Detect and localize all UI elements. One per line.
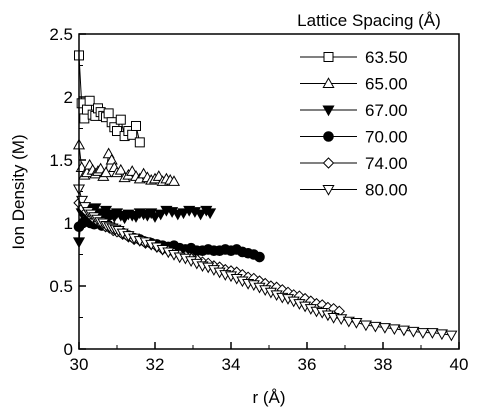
legend-marker	[322, 157, 335, 169]
x-tick-label: 34	[222, 355, 241, 374]
y-tick-label: 2	[64, 88, 73, 107]
data-point	[407, 326, 420, 338]
legend-item: 74.00	[300, 154, 408, 173]
legend-marker	[322, 105, 335, 117]
data-point	[114, 163, 127, 175]
x-tick-label: 32	[146, 355, 165, 374]
x-tick-label: 40	[450, 355, 469, 374]
legend-marker	[323, 52, 334, 62]
data-point	[350, 318, 363, 329]
legend-label: 63.50	[365, 48, 408, 67]
legend-label: 80.00	[365, 181, 408, 200]
data-point	[359, 320, 372, 332]
x-tick-label: 30	[70, 355, 89, 374]
x-tick-label: 36	[298, 355, 317, 374]
data-point	[426, 328, 439, 339]
data-point	[134, 137, 145, 148]
data-point	[435, 329, 448, 341]
data-point	[194, 209, 207, 221]
data-point	[254, 251, 265, 263]
legend-marker	[322, 77, 335, 88]
legend: Lattice Spacing (Å) 63.50 65.00 67.00 70.00…	[297, 11, 441, 200]
series-80.00	[72, 184, 458, 342]
y-tick-label: 1.5	[49, 151, 73, 170]
legend-item: 63.50	[300, 48, 408, 67]
data-point	[177, 208, 190, 220]
series-group	[72, 50, 458, 342]
series-63.50	[74, 50, 145, 148]
y-tick-label: 0.5	[49, 277, 73, 296]
y-tick-label: 1	[64, 214, 73, 233]
plot-frame	[78, 33, 460, 350]
x-axis-label: r (Å)	[252, 388, 285, 407]
data-point	[445, 330, 458, 342]
y-tick-label: 0	[64, 340, 73, 359]
data-point	[103, 108, 114, 119]
legend-item: 67.00	[300, 101, 408, 120]
data-point	[112, 126, 122, 137]
y-tick-label: 2.5	[49, 25, 73, 44]
data-point	[79, 113, 90, 124]
data-point	[84, 95, 95, 106]
legend-item: 80.00	[300, 181, 408, 200]
legend-item: 70.00	[300, 128, 408, 147]
series-65.00	[72, 138, 181, 186]
x-tick-label: 38	[374, 355, 393, 374]
legend-label: 65.00	[365, 75, 408, 94]
data-point	[154, 209, 167, 221]
data-point	[204, 208, 217, 220]
data-point	[388, 324, 401, 336]
data-point	[369, 321, 382, 333]
axis-ticks: 30 32 34 36 38 40 0 0.5 1 1.5 2 2.5	[49, 25, 468, 374]
data-point	[378, 323, 391, 334]
legend-marker	[322, 185, 335, 196]
data-point	[397, 325, 410, 337]
data-point	[148, 212, 162, 223]
legend-title: Lattice Spacing (Å)	[297, 11, 441, 30]
data-point	[416, 328, 429, 339]
data-point	[131, 120, 141, 131]
data-point	[167, 175, 181, 186]
data-point	[115, 114, 126, 125]
legend-item: 65.00	[300, 75, 408, 94]
legend-label: 70.00	[365, 128, 408, 147]
legend-marker	[323, 131, 334, 142]
legend-label: 74.00	[365, 154, 408, 173]
series-line	[78, 188, 452, 336]
legend-label: 67.00	[365, 101, 408, 120]
y-axis-label: Ion Density (M)	[9, 134, 28, 249]
